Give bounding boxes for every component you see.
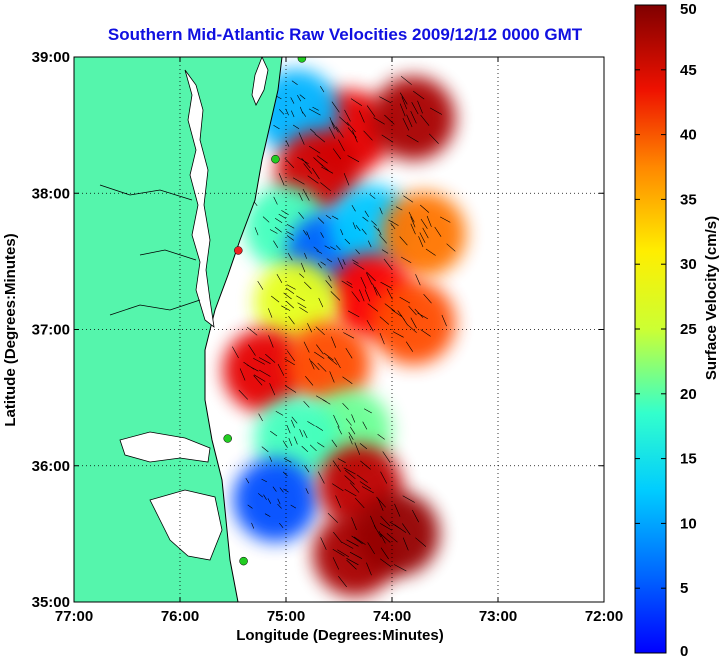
- velocity-region-12: [286, 321, 371, 406]
- vector-cluster-6: [331, 194, 403, 264]
- y-tick-label: 36:00: [32, 458, 70, 475]
- x-tick-label: 72:00: [585, 608, 623, 625]
- vector-cluster-7: [378, 195, 456, 264]
- chart-title: Southern Mid-Atlantic Raw Velocities 200…: [108, 25, 583, 44]
- radar-site-0: [297, 57, 307, 63]
- vector-cluster-18: [353, 495, 427, 572]
- colorbar-label: Surface Velocity (cm/s): [703, 216, 720, 380]
- plot-area: [74, 57, 604, 602]
- vector-cluster-14: [258, 400, 325, 473]
- estuary-potomac: [99, 184, 193, 201]
- vector-cluster-17: [320, 512, 392, 588]
- colorbar: 0 5 10 15 20 25 30 35 40 45 50 Surface Velocity (c…: [634, 1, 720, 659]
- pamlico-sound: [149, 489, 223, 561]
- estuary-york: [139, 249, 197, 261]
- y-tick-label: 39:00: [32, 49, 70, 66]
- velocity-region-7: [381, 192, 466, 277]
- estuary-james: [109, 299, 201, 316]
- vector-cluster-13: [309, 399, 385, 463]
- x-tick-label: 73:00: [479, 608, 517, 625]
- vector-cluster-3: [278, 126, 350, 201]
- radar-site-2: [234, 246, 243, 255]
- velocity-region-15: [233, 457, 318, 542]
- colorbar-tick-label: 40: [680, 127, 697, 144]
- vector-cluster-11: [232, 326, 297, 400]
- x-tick-label: 76:00: [161, 608, 199, 625]
- y-axis-label: Latitude (Degrees:Minutes): [2, 233, 19, 426]
- colorbar-tick-label: 20: [680, 386, 697, 403]
- vector-cluster-15: [245, 456, 309, 529]
- vector-cluster-10: [257, 262, 333, 333]
- y-axis: 35:00 36:00 37:00 38:00 39:00: [32, 49, 604, 611]
- y-tick-label: 37:00: [32, 322, 70, 339]
- colorbar-tick-label: 45: [680, 62, 697, 79]
- colorbar-tick-label: 15: [680, 451, 697, 468]
- vector-cluster-16: [317, 442, 391, 511]
- x-tick-label: 74:00: [373, 608, 411, 625]
- y-tick-label: 38:00: [32, 185, 70, 202]
- radar-site-3: [223, 434, 232, 443]
- vector-cluster-5: [299, 215, 360, 285]
- x-axis-label: Longitude (Degrees:Minutes): [236, 627, 444, 644]
- vector-cluster-4: [251, 192, 325, 261]
- velocity-region-1: [371, 76, 456, 161]
- vector-cluster-12: [284, 326, 355, 402]
- grid: [74, 57, 604, 602]
- velocity-vectors: [232, 71, 456, 588]
- colorbar-tick-label: 25: [680, 321, 697, 338]
- colorbar-tick-label: 35: [680, 191, 697, 208]
- delaware-bay: [251, 57, 269, 106]
- coastline: [204, 57, 283, 602]
- chesapeake-bay: [184, 69, 215, 328]
- vector-cluster-9: [379, 274, 447, 352]
- hf-radar-sites: [223, 57, 307, 566]
- radar-site-1: [271, 154, 280, 164]
- colorbar-tick-label: 0: [680, 643, 688, 659]
- colorbar-tick-label: 10: [680, 515, 697, 532]
- velocity-region-9: [371, 280, 456, 365]
- albemarle-sound: [119, 431, 211, 463]
- y-tick-label: 35:00: [32, 594, 70, 611]
- x-tick-label: 77:00: [55, 608, 93, 625]
- x-tick-label: 75:00: [267, 608, 305, 625]
- velocity-region-18: [355, 491, 440, 576]
- colorbar-ticks: 0 5 10 15 20 25 30 35 40 45 50: [635, 1, 697, 659]
- colorbar-tick-label: 5: [680, 580, 688, 597]
- x-axis: 77:00 76:00 75:00 74:00 73:00 72:00: [55, 57, 623, 625]
- vector-cluster-1: [366, 75, 443, 144]
- colorbar-tick-label: 30: [680, 256, 697, 273]
- vector-cluster-8: [330, 257, 396, 332]
- colorbar-tick-label: 50: [680, 1, 697, 18]
- vector-cluster-0: [308, 98, 385, 164]
- radar-site-4: [239, 556, 248, 566]
